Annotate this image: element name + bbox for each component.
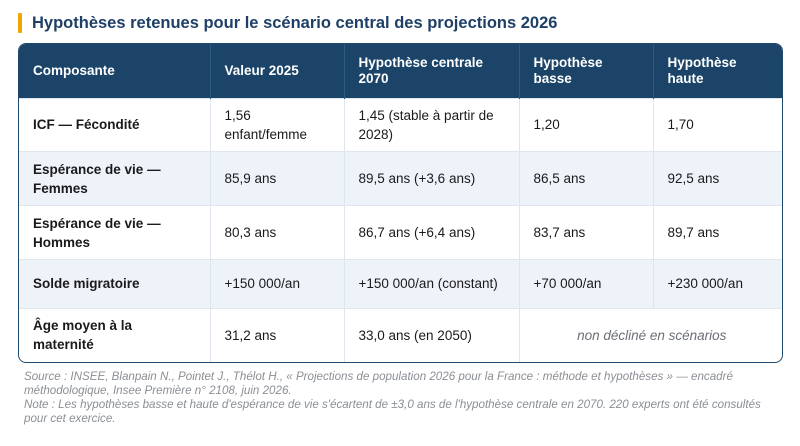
- merged-cell-not-declined: non décliné en scénarios: [518, 307, 782, 362]
- table-cell: 83,7 ans: [518, 205, 653, 260]
- table-cell: 1,70: [652, 97, 782, 152]
- title-row: Hypothèses retenues pour le scénario cen…: [18, 13, 557, 33]
- footnotes: Source : INSEE, Blanpain N., Pointet J.,…: [24, 370, 784, 426]
- header-valeur-2025: Valeur 2025: [209, 44, 344, 98]
- page-title: Hypothèses retenues pour le scénario cen…: [32, 13, 558, 32]
- table-cell: 1,45 (stable à partir de 2028): [343, 97, 519, 152]
- hypotheses-table-container: Composante Valeur 2025 Hypothèse central…: [18, 43, 783, 363]
- table-cell: 89,7 ans: [652, 205, 782, 260]
- source-note: Source : INSEE, Blanpain N., Pointet J.,…: [24, 370, 733, 397]
- table-cell: 85,9 ans: [209, 151, 344, 206]
- table-row: ICF — Fécondité 1,56 enfant/femme 1,45 (…: [19, 97, 782, 152]
- table-header-row: Composante Valeur 2025 Hypothèse central…: [19, 44, 782, 98]
- table-cell: +150 000/an: [209, 258, 344, 309]
- hypotheses-table: Composante Valeur 2025 Hypothèse central…: [19, 44, 782, 362]
- title-accent-bar: [18, 13, 22, 33]
- table-row: Espérance de vie — Hommes 80,3 ans 86,7 …: [19, 205, 782, 260]
- row-label: ICF — Fécondité: [19, 97, 210, 152]
- table-row: Solde migratoire +150 000/an +150 000/an…: [19, 258, 782, 309]
- row-label: Espérance de vie — Hommes: [19, 205, 210, 260]
- header-hypothese-haute: Hypothèse haute: [652, 44, 782, 98]
- row-label: Espérance de vie — Femmes: [19, 151, 210, 206]
- table-cell: 86,5 ans: [518, 151, 653, 206]
- table-cell: +230 000/an: [652, 258, 782, 309]
- table-cell: 80,3 ans: [209, 205, 344, 260]
- row-label: Solde migratoire: [19, 258, 210, 309]
- table-cell: 33,0 ans (en 2050): [343, 307, 519, 362]
- table-cell: 1,56 enfant/femme: [209, 97, 344, 152]
- table-cell: +70 000/an: [518, 258, 653, 309]
- header-hypothese-basse: Hypothèse basse: [518, 44, 653, 98]
- table-row: Âge moyen à la maternité 31,2 ans 33,0 a…: [19, 307, 782, 362]
- methodology-note: Note : Les hypothèses basse et haute d'e…: [24, 398, 761, 425]
- table-cell: 86,7 ans (+6,4 ans): [343, 205, 519, 260]
- table-cell: +150 000/an (constant): [343, 258, 519, 309]
- table-cell: 1,20: [518, 97, 653, 152]
- header-composante: Composante: [33, 62, 115, 78]
- table-cell: 92,5 ans: [652, 151, 782, 206]
- table-cell: 89,5 ans (+3,6 ans): [343, 151, 519, 206]
- row-label: Âge moyen à la maternité: [19, 307, 210, 362]
- table-cell: 31,2 ans: [209, 307, 344, 362]
- table-row: Espérance de vie — Femmes 85,9 ans 89,5 …: [19, 151, 782, 206]
- header-hypothese-centrale: Hypothèse centrale 2070: [343, 44, 519, 98]
